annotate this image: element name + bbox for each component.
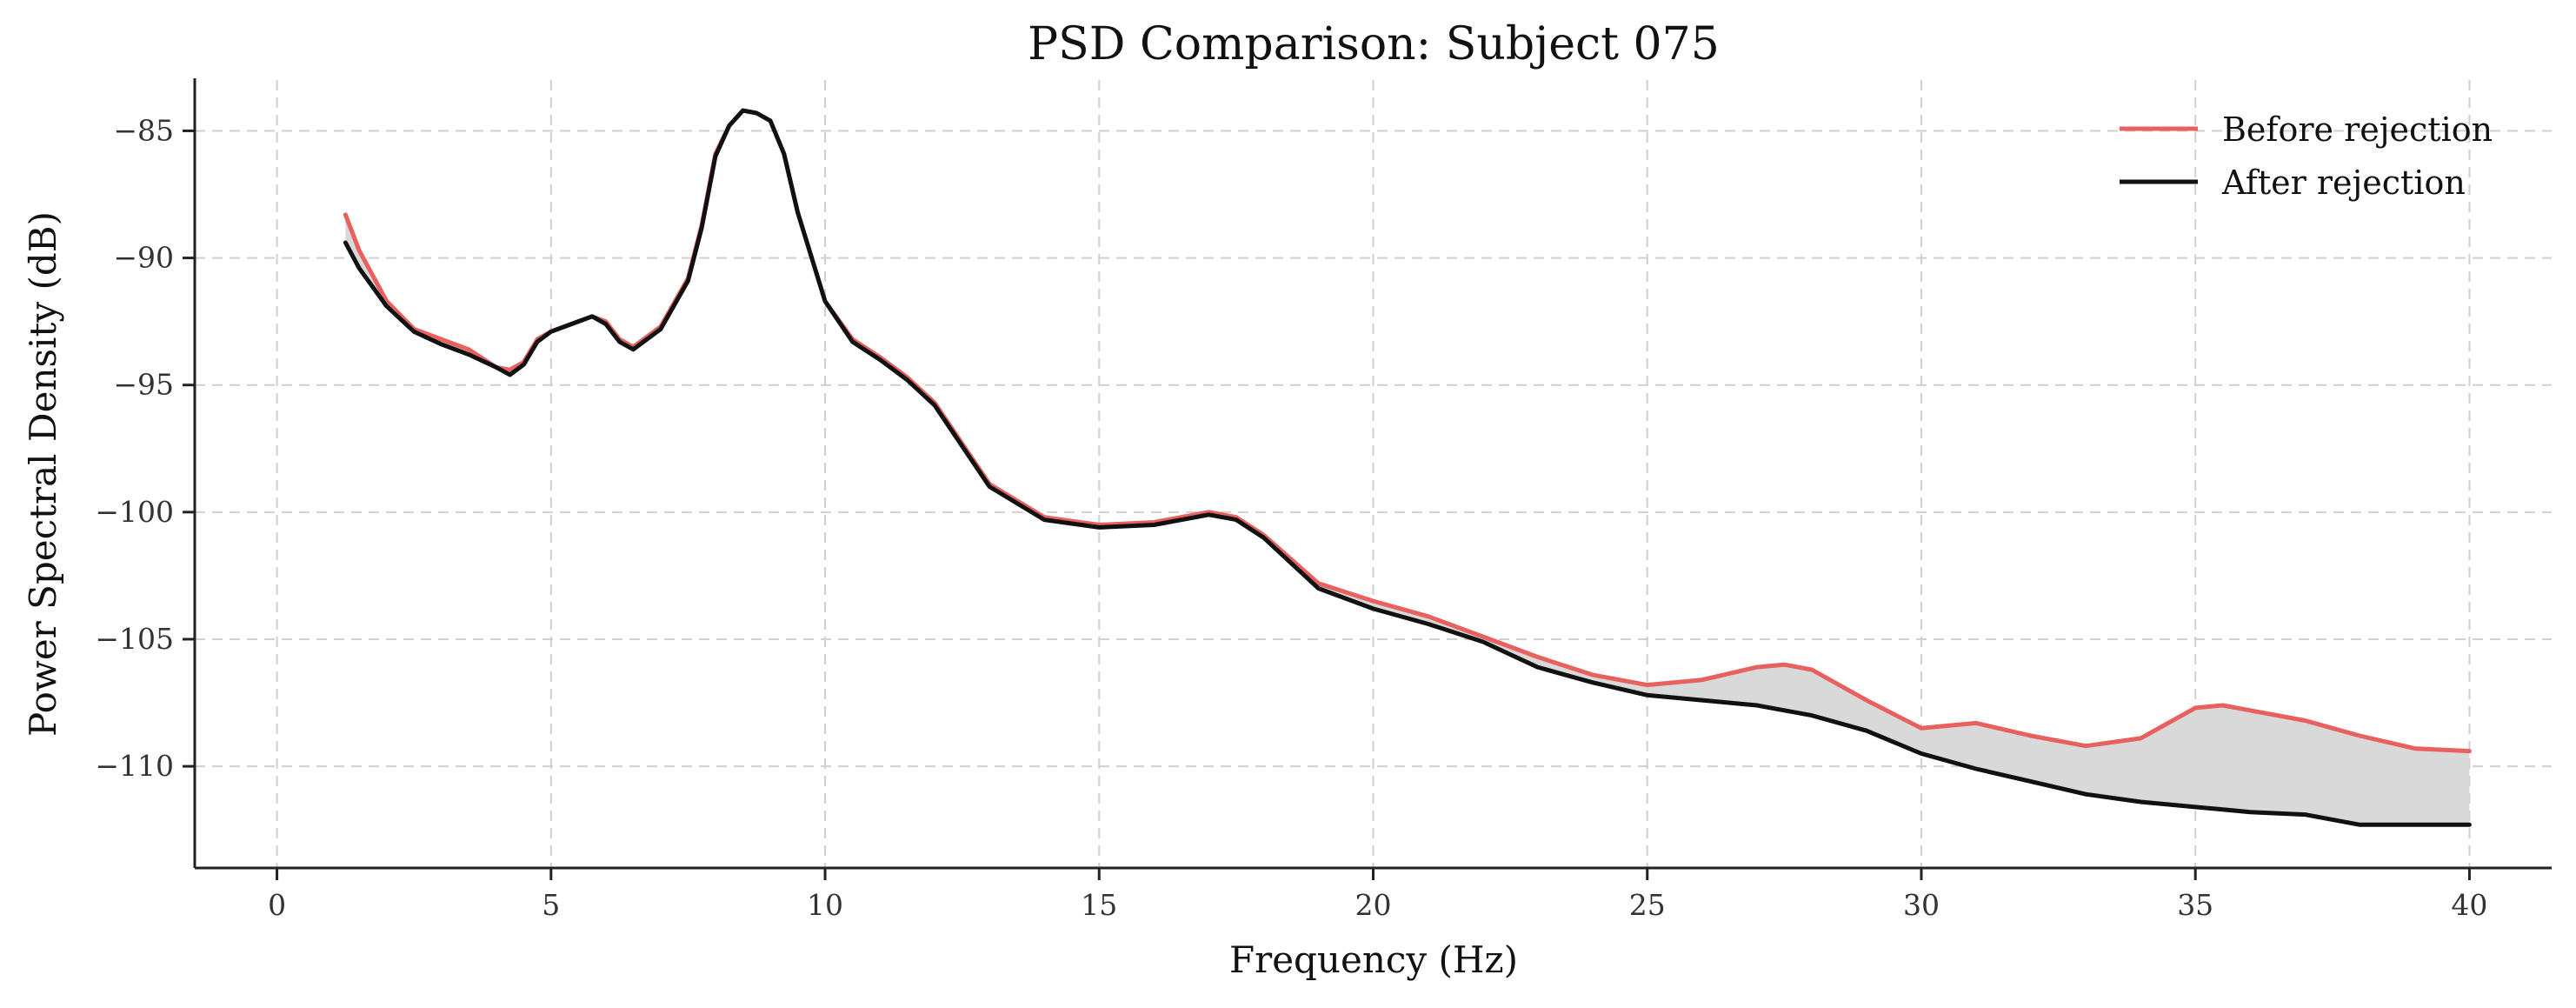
y-tick-label: −110 bbox=[95, 749, 174, 783]
grid-lines bbox=[195, 80, 2552, 868]
series-line-after bbox=[343, 108, 2472, 827]
fill-between-area bbox=[345, 110, 2470, 825]
chart-title: PSD Comparison: Subject 075 bbox=[1028, 18, 1720, 70]
legend-label-after: After rejection bbox=[2221, 164, 2466, 202]
legend: Before rejection After rejection bbox=[2120, 110, 2493, 202]
x-axis-ticks: 0 5 10 15 20 25 30 35 40 bbox=[268, 868, 2487, 922]
x-tick-label: 30 bbox=[1903, 888, 1940, 922]
x-tick-label: 25 bbox=[1629, 888, 1666, 922]
x-tick-label: 0 bbox=[268, 888, 286, 922]
x-tick-label: 35 bbox=[2177, 888, 2213, 922]
legend-label-before: Before rejection bbox=[2222, 110, 2493, 149]
y-tick-label: −95 bbox=[113, 368, 174, 402]
x-tick-label: 5 bbox=[542, 888, 560, 922]
y-axis-label: Power Spectral Density (dB) bbox=[22, 211, 64, 737]
x-tick-label: 10 bbox=[807, 888, 843, 922]
x-tick-label: 40 bbox=[2451, 888, 2487, 922]
series-line-before bbox=[343, 108, 2472, 754]
x-axis-label: Frequency (Hz) bbox=[1229, 938, 1518, 981]
y-tick-label: −85 bbox=[113, 113, 174, 147]
x-tick-label: 20 bbox=[1355, 888, 1392, 922]
y-tick-label: −105 bbox=[95, 622, 174, 656]
y-tick-label: −90 bbox=[113, 241, 174, 275]
y-axis-ticks: −85 −90 −95 −100 −105 −110 bbox=[95, 113, 195, 783]
x-tick-label: 15 bbox=[1081, 888, 1117, 922]
y-tick-label: −100 bbox=[95, 495, 174, 529]
